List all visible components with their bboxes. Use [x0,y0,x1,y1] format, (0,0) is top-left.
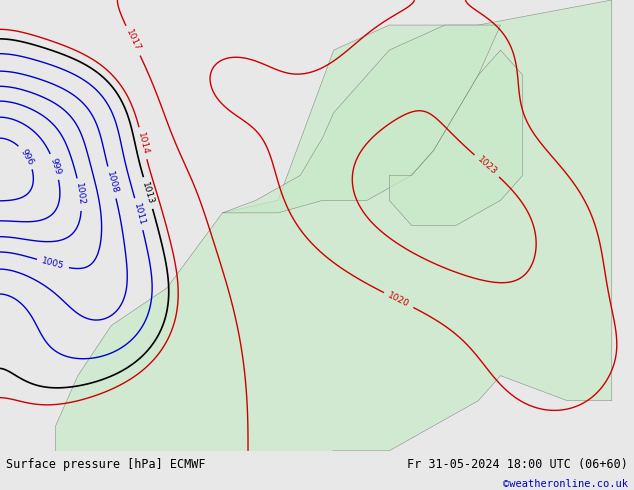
Text: 1008: 1008 [105,170,119,195]
Polygon shape [223,25,500,213]
Text: 1017: 1017 [124,28,142,53]
Text: Surface pressure [hPa] ECMWF: Surface pressure [hPa] ECMWF [6,458,206,471]
Text: 1020: 1020 [386,291,411,309]
Polygon shape [56,0,612,476]
Text: 1011: 1011 [132,202,146,226]
Text: 1023: 1023 [476,155,498,177]
Text: 999: 999 [48,157,62,176]
Polygon shape [389,50,523,225]
Text: 1005: 1005 [41,257,65,271]
Text: 1013: 1013 [141,181,155,205]
Text: 996: 996 [18,147,35,167]
Text: 1002: 1002 [74,183,86,206]
Text: ©weatheronline.co.uk: ©weatheronline.co.uk [503,479,628,489]
Text: 1014: 1014 [136,131,150,155]
Text: Fr 31-05-2024 18:00 UTC (06+60): Fr 31-05-2024 18:00 UTC (06+60) [407,458,628,471]
